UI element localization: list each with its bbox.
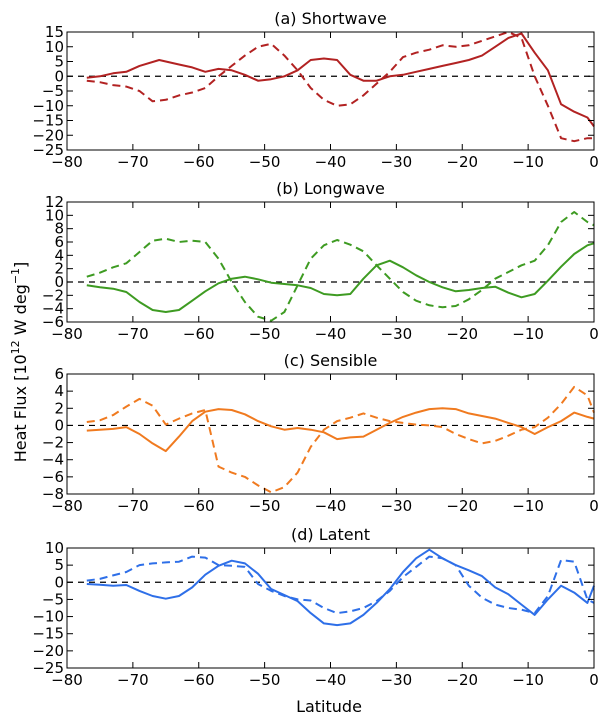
series-dashed-line bbox=[86, 555, 595, 615]
y-tick-label: −2 bbox=[42, 434, 64, 452]
x-tick-label: −80 bbox=[51, 671, 83, 689]
y-tick-label: −8 bbox=[42, 485, 64, 503]
x-tick-label: −80 bbox=[51, 325, 83, 343]
y-tick-label: 0 bbox=[54, 416, 64, 434]
x-tick-label: −10 bbox=[512, 671, 544, 689]
y-tick-label: −10 bbox=[32, 608, 64, 626]
y-tick-label: −4 bbox=[42, 300, 64, 318]
x-tick-label: −20 bbox=[446, 497, 478, 515]
x-tick-label: −80 bbox=[51, 497, 83, 515]
panel-title: (d) Latent bbox=[291, 525, 370, 544]
x-tick-label: −40 bbox=[315, 325, 347, 343]
y-tick-label: 5 bbox=[54, 53, 64, 71]
x-tick-label: −10 bbox=[512, 153, 544, 171]
plot-frame bbox=[66, 31, 595, 151]
panel-4: (d) Latent−80 −70 −60 −50 −40 −30 −20 −10 0−25−2… bbox=[32, 525, 598, 689]
panel-2: (b) Longwave−80 −70 −60 −50 −40 −30 −20 −10 0−6−… bbox=[42, 179, 599, 343]
y-tick-label: 15 bbox=[45, 23, 64, 41]
x-axis-label: Latitude bbox=[296, 697, 362, 716]
y-tick-label: −25 bbox=[32, 141, 64, 159]
x-tick-label: −50 bbox=[249, 153, 281, 171]
y-tick-label: 4 bbox=[54, 246, 64, 264]
x-tick-label: −40 bbox=[315, 153, 347, 171]
y-tick-label: 4 bbox=[54, 382, 64, 400]
plot-frame bbox=[66, 373, 595, 495]
x-tick-label: −70 bbox=[117, 497, 149, 515]
y-tick-label: 0 bbox=[54, 573, 64, 591]
y-tick-label: −4 bbox=[42, 451, 64, 469]
y-tick-label: −6 bbox=[42, 468, 64, 486]
x-tick-label: 0 bbox=[589, 497, 599, 515]
y-tick-label: 0 bbox=[54, 67, 64, 85]
x-tick-label: −60 bbox=[183, 497, 215, 515]
plot-frame bbox=[66, 201, 595, 323]
y-tick-label: 10 bbox=[45, 206, 64, 224]
y-tick-label: 10 bbox=[45, 38, 64, 56]
y-tick-label: 0 bbox=[54, 273, 64, 291]
y-tick-label: −15 bbox=[32, 112, 64, 130]
y-tick-label: 10 bbox=[45, 539, 64, 557]
x-tick-label: −50 bbox=[249, 671, 281, 689]
y-tick-label: 12 bbox=[45, 193, 64, 211]
y-tick-label: 8 bbox=[54, 220, 64, 238]
panel-title: (c) Sensible bbox=[284, 351, 378, 370]
x-tick-label: −60 bbox=[183, 671, 215, 689]
panel-3: (c) Sensible−80 −70 −60 −50 −40 −30 −20 −10 0−8−… bbox=[42, 351, 599, 515]
x-tick-label: −20 bbox=[446, 671, 478, 689]
y-tick-label: 6 bbox=[54, 233, 64, 251]
y-tick-label: −10 bbox=[32, 97, 64, 115]
series-solid-line bbox=[86, 32, 595, 127]
x-tick-label: −20 bbox=[446, 153, 478, 171]
series-dashed-line bbox=[86, 31, 594, 143]
x-tick-label: −40 bbox=[315, 671, 347, 689]
series-solid-line bbox=[86, 548, 595, 627]
panels: (a) Shortwave−80 −70 −60 −50 −40 −30 −20 −10 0−2… bbox=[32, 9, 598, 689]
x-tick-label: −70 bbox=[117, 153, 149, 171]
x-tick-label: −60 bbox=[183, 153, 215, 171]
panel-title: (a) Shortwave bbox=[274, 9, 387, 28]
x-tick-label: 0 bbox=[589, 325, 599, 343]
y-tick-label: −6 bbox=[42, 313, 64, 331]
y-tick-label: 5 bbox=[54, 556, 64, 574]
x-tick-label: −10 bbox=[512, 497, 544, 515]
x-tick-label: 0 bbox=[589, 153, 599, 171]
x-tick-label: 0 bbox=[589, 671, 599, 689]
series-solid-line bbox=[86, 407, 595, 453]
x-tick-label: −70 bbox=[117, 671, 149, 689]
x-tick-label: −30 bbox=[381, 325, 413, 343]
y-tick-label: −15 bbox=[32, 625, 64, 643]
y-tick-label: 2 bbox=[54, 399, 64, 417]
y-axis-label: Heat Flux [1012 W deg−1] bbox=[9, 262, 30, 463]
x-tick-label: −30 bbox=[381, 153, 413, 171]
panel-title: (b) Longwave bbox=[276, 179, 385, 198]
x-tick-label: −30 bbox=[381, 497, 413, 515]
x-tick-label: −50 bbox=[249, 497, 281, 515]
panel-1: (a) Shortwave−80 −70 −60 −50 −40 −30 −20 −10 0−2… bbox=[32, 9, 598, 171]
x-tick-label: −20 bbox=[446, 325, 478, 343]
x-tick-label: −80 bbox=[51, 153, 83, 171]
y-tick-label: −5 bbox=[42, 82, 64, 100]
y-tick-label: −25 bbox=[32, 659, 64, 677]
x-tick-label: −50 bbox=[249, 325, 281, 343]
x-tick-label: −10 bbox=[512, 325, 544, 343]
x-tick-label: −30 bbox=[381, 671, 413, 689]
y-tick-label: −5 bbox=[42, 590, 64, 608]
x-tick-label: −40 bbox=[315, 497, 347, 515]
series-solid-line bbox=[86, 242, 595, 313]
x-tick-label: −60 bbox=[183, 325, 215, 343]
x-tick-label: −70 bbox=[117, 325, 149, 343]
y-tick-label: −2 bbox=[42, 286, 64, 304]
series-dashed-line bbox=[86, 211, 595, 322]
y-tick-label: −20 bbox=[32, 642, 64, 660]
y-tick-label: 2 bbox=[54, 260, 64, 278]
y-tick-label: 6 bbox=[54, 365, 64, 383]
y-tick-label: −20 bbox=[32, 126, 64, 144]
